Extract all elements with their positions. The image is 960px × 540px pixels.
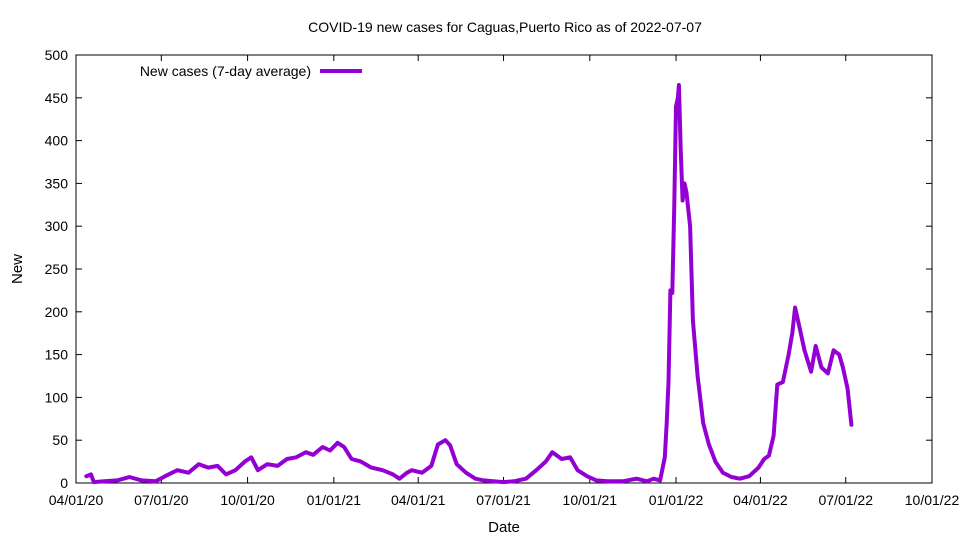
x-tick-label: 01/01/22: [649, 492, 704, 508]
y-axis-title: New: [9, 254, 26, 284]
y-tick-label: 450: [45, 90, 69, 106]
x-tick-label: 01/01/21: [307, 492, 362, 508]
series-line: [84, 83, 854, 485]
x-tick-label: 04/01/21: [391, 492, 446, 508]
legend: New cases (7-day average): [140, 63, 362, 79]
y-tick-label: 500: [45, 47, 69, 63]
y-tick-label: 400: [45, 133, 69, 149]
x-tick-label: 07/01/21: [476, 492, 531, 508]
y-tick-label: 250: [45, 261, 69, 277]
x-tick-label: 04/01/22: [733, 492, 788, 508]
plot-area-border: [75, 54, 933, 484]
legend-label: New cases (7-day average): [140, 63, 311, 79]
x-tick-label: 04/01/20: [49, 492, 104, 508]
y-tick-label: 0: [60, 475, 68, 491]
x-tick-label: 10/01/20: [220, 492, 275, 508]
y-tick-label: 300: [45, 218, 69, 234]
x-axis-title: Date: [488, 519, 520, 536]
y-tick-label: 350: [45, 175, 69, 191]
y-tick-label: 150: [45, 347, 69, 363]
x-tick-label: 10/01/21: [563, 492, 618, 508]
chart-title: COVID-19 new cases for Caguas,Puerto Ric…: [308, 19, 702, 35]
y-tick-label: 200: [45, 304, 69, 320]
y-axis-ticks: 0 50 100 150 200 250 300 350 400 450 500: [45, 47, 932, 491]
x-tick-label: 07/01/20: [134, 492, 189, 508]
y-tick-label: 100: [45, 389, 69, 405]
y-tick-label: 50: [52, 432, 68, 448]
x-axis-ticks: 04/01/20 07/01/20 10/01/20 01/01/21 04/01/21…: [49, 55, 960, 508]
x-tick-label: 10/01/22: [905, 492, 960, 508]
x-tick-label: 07/01/22: [818, 492, 873, 508]
